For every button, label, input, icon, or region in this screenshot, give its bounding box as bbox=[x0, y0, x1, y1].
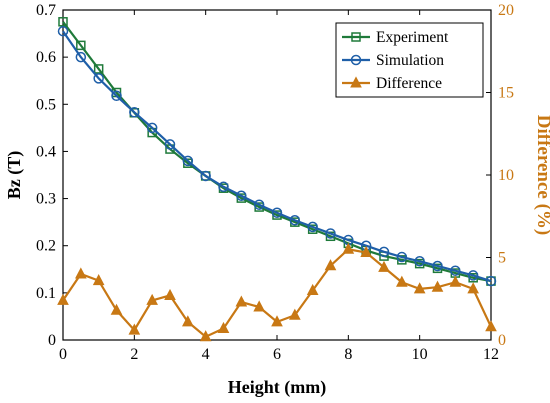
legend-entry: Experiment bbox=[342, 29, 449, 46]
legend-marker bbox=[351, 32, 361, 42]
y-tick-label: 0.7 bbox=[36, 2, 56, 19]
x-tick-label: 10 bbox=[412, 346, 428, 363]
data-point bbox=[182, 155, 194, 167]
data-point bbox=[342, 242, 355, 254]
y2-tick-label: 0 bbox=[498, 332, 506, 349]
y-tick-label: 0.5 bbox=[36, 96, 56, 113]
data-point bbox=[75, 51, 87, 63]
data-point bbox=[129, 107, 140, 118]
data-point bbox=[164, 288, 176, 300]
data-point bbox=[414, 256, 425, 267]
data-point bbox=[485, 320, 497, 332]
data-point bbox=[57, 25, 69, 37]
series-difference bbox=[57, 242, 497, 342]
data-point bbox=[360, 245, 372, 258]
x-tick-label: 2 bbox=[130, 346, 138, 363]
data-point bbox=[93, 73, 104, 84]
plot-area bbox=[57, 17, 497, 342]
data-point bbox=[92, 274, 105, 286]
legend-marker bbox=[350, 76, 362, 88]
y-tick-label: 0.6 bbox=[36, 49, 56, 66]
data-point bbox=[218, 181, 229, 193]
y-axis-label: Bz (T) bbox=[4, 151, 25, 200]
data-point bbox=[289, 215, 301, 226]
series-simulation bbox=[57, 25, 497, 287]
data-point bbox=[396, 251, 408, 263]
data-point bbox=[236, 190, 247, 201]
y2-tick-label: 15 bbox=[498, 85, 514, 102]
data-point bbox=[306, 283, 319, 295]
y-tick-label: 0.1 bbox=[36, 285, 56, 302]
legend: Experiment Simulation Difference bbox=[335, 22, 484, 98]
legend-label: Simulation bbox=[376, 52, 444, 69]
data-point bbox=[217, 321, 230, 333]
y-tick-label: 0.3 bbox=[36, 191, 56, 208]
y2-tick-label: 5 bbox=[498, 250, 506, 267]
data-point bbox=[432, 260, 443, 272]
x-tick-label: 12 bbox=[483, 346, 499, 363]
data-point bbox=[200, 170, 211, 182]
x-tick-label: 6 bbox=[273, 346, 281, 363]
data-point bbox=[325, 228, 336, 239]
y2-tick-label: 20 bbox=[498, 2, 514, 19]
data-point bbox=[289, 308, 301, 320]
x-tick-label: 0 bbox=[59, 346, 67, 363]
legend-label: Experiment bbox=[376, 29, 449, 46]
y-tick-label: 0.4 bbox=[36, 143, 56, 160]
data-point bbox=[271, 315, 283, 327]
data-point bbox=[111, 90, 122, 102]
legend-entry: Simulation bbox=[342, 52, 444, 69]
y2-axis-label: Difference (%) bbox=[533, 115, 550, 235]
data-point bbox=[449, 275, 462, 287]
x-tick-label: 8 bbox=[344, 346, 352, 363]
data-point bbox=[307, 221, 318, 233]
data-point bbox=[128, 323, 141, 335]
legend-label: Difference bbox=[376, 75, 442, 92]
data-point bbox=[199, 330, 212, 342]
data-point bbox=[57, 293, 69, 305]
data-point bbox=[396, 275, 408, 287]
y-tick-label: 0 bbox=[48, 332, 56, 349]
data-point bbox=[146, 293, 158, 305]
data-point bbox=[93, 64, 104, 74]
data-point bbox=[58, 17, 68, 27]
data-point bbox=[324, 259, 337, 271]
data-point bbox=[182, 315, 194, 327]
data-point bbox=[431, 280, 444, 292]
series-line bbox=[62, 30, 492, 283]
legend-entry: Difference bbox=[342, 75, 442, 92]
data-point bbox=[378, 260, 390, 272]
x-axis-label: Height (mm) bbox=[228, 377, 326, 398]
x-tick-label: 4 bbox=[202, 346, 210, 363]
data-point bbox=[467, 282, 479, 294]
data-point bbox=[76, 40, 86, 51]
data-point bbox=[164, 139, 176, 150]
y-tick-label: 0.2 bbox=[36, 238, 56, 255]
data-point bbox=[378, 246, 390, 258]
data-point bbox=[75, 267, 87, 279]
data-point bbox=[110, 303, 123, 315]
data-point bbox=[146, 122, 158, 134]
data-point bbox=[485, 275, 497, 287]
data-point bbox=[413, 282, 426, 294]
data-point bbox=[271, 207, 283, 218]
data-point bbox=[253, 199, 265, 210]
data-point bbox=[450, 265, 461, 276]
data-point bbox=[253, 300, 265, 312]
axes: 0 2 4 6 8 10 1200.10.20.30.40.50.60.705101520H… bbox=[4, 2, 550, 398]
y2-tick-label: 10 bbox=[498, 167, 514, 184]
data-point bbox=[467, 270, 479, 281]
legend-marker bbox=[350, 54, 362, 66]
data-point bbox=[235, 295, 248, 307]
